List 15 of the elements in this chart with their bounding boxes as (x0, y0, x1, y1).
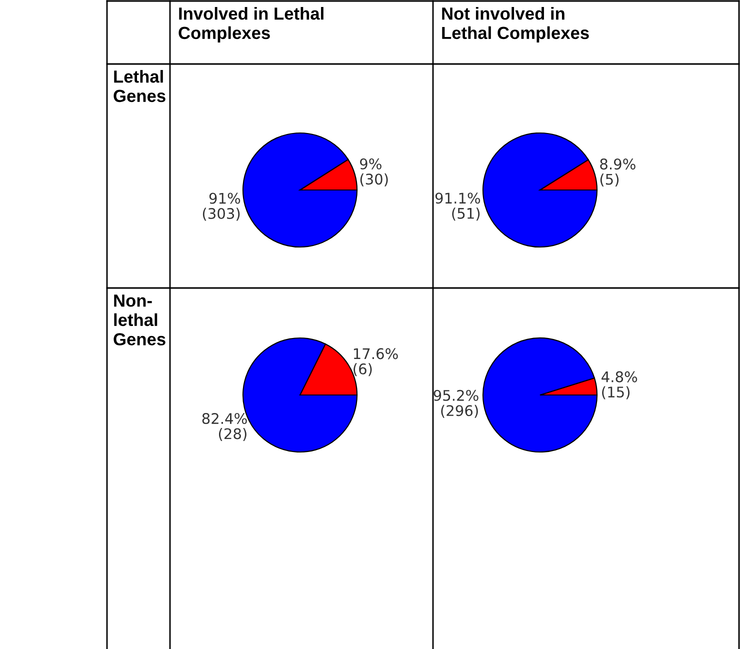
data-label: 95.2% (296) (434, 390, 478, 418)
text: Non- lethal Genes (114, 294, 166, 346)
text: Lethal Genes (114, 70, 166, 102)
text: Involved in Lethal Complexes (178, 7, 324, 43)
data-label: 17.6% (6) (354, 348, 398, 376)
data-label: 82.4% (28) (202, 412, 247, 441)
data-label: 4.8% (15) (602, 371, 638, 400)
data-label: 9% (30) (360, 158, 388, 186)
pie-slice (242, 132, 358, 248)
text: Not involved in Lethal Complexes (442, 7, 589, 43)
pie-slice (482, 132, 598, 248)
data-label: 91.1% (51) (435, 192, 480, 221)
pie-slice (482, 337, 598, 453)
data-label: 8.9% (5) (600, 158, 636, 187)
data-label: 91% (303) (202, 192, 240, 221)
